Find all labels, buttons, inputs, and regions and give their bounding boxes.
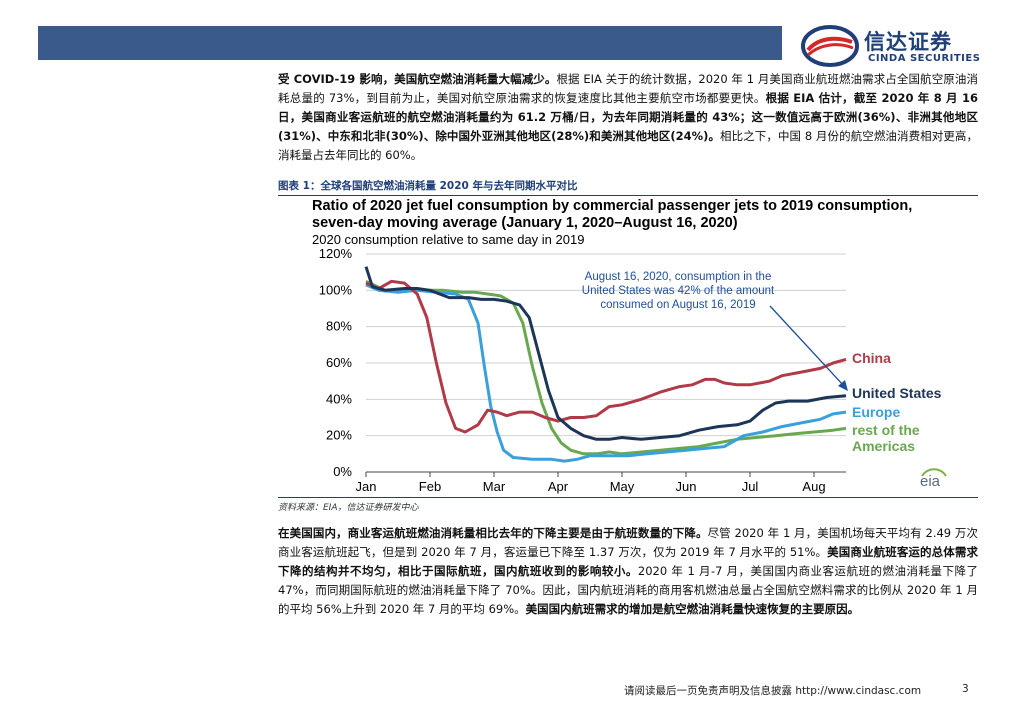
para1-sentence-3: 根据 EIA 估计，截至 2020 年 8 月 16 日，美国商业客运航班的航空… [278,91,978,143]
y-tick-label: 20% [326,428,352,443]
para2-sentence-5: 美国国内航班需求的增加是航空燃油消耗量快速恢复的主要原因。 [525,602,860,616]
y-tick-label: 120% [319,246,353,261]
paragraph-2: 在美国国内，商业客运航班燃油消耗量相比去年的下降主要是由于航班数量的下降。尽管 … [278,524,978,619]
para1-sentence-4: 相比之下，中国 8 月份的航空燃油消费相对更高，消耗量占去年同比的 60%。 [278,129,978,162]
eia-logo-text: eia [920,473,941,490]
eia-logo: eia [920,468,947,490]
figure-caption: 图表 1：全球各国航空燃油消耗量 2020 年与去年同期水平对比 [278,180,578,192]
figure-top-rule [278,195,978,196]
x-tick-label: Jan [356,479,377,494]
y-tick-label: 60% [326,355,352,370]
header-bar [38,26,782,60]
x-tick-label: Mar [483,479,506,494]
para2-sentence-3: 美国商业航班客运的总体需求下降的结构并不均匀，相比于国际航班，国内航班收到的影响… [278,545,978,578]
y-tick-label: 100% [319,282,353,297]
legend-label: China [852,350,891,366]
para2-sentence-2: 尽管 2020 年 1 月，美国机场每天平均有 2.49 万次商业客运航班起飞，… [278,526,978,559]
footer-disclaimer: 请阅读最后一页免责声明及信息披露 http://www.cindasc.com [624,685,922,697]
y-tick-label: 0% [333,464,352,479]
y-tick-label: 40% [326,391,352,406]
legend-label: rest of the Americas [852,422,920,454]
paragraph-1: 受 COVID-19 影响，美国航空燃油消耗量大幅减少。根据 EIA 关于的统计… [278,70,978,165]
annotation-arrowhead [838,380,848,391]
brand-name-en: CINDA SECURITIES [868,53,981,64]
series-lines [364,266,847,463]
x-tick-label: Jun [676,479,697,494]
x-tick-label: Feb [419,479,441,494]
legend-label: United States [852,385,942,401]
legend-labels: China United States Europe rest of the Ameri… [852,350,942,454]
legend-label: Europe [852,404,900,420]
series-line-united-states [364,266,847,441]
page-number: 3 [962,683,969,695]
para2-sentence-4: 2020 年 1 月-7 月，美国国内商业客运航班的燃油消耗量下降了 47%，而… [278,564,978,616]
chart-annotation: August 16, 2020, consumption in the Unite… [582,271,775,311]
series-line-china [365,279,847,434]
para1-sentence-2: 根据 EIA 关于的统计数据，2020 年 1 月美国商业航班燃油需求占全国航空… [278,72,978,105]
brand-emblem-icon [801,25,859,67]
x-tick-label: Apr [548,479,569,494]
figure-source: 资料来源：EIA，信达证券研发中心 [278,503,419,513]
para1-sentence-1: 受 COVID-19 影响，美国航空燃油消耗量大幅减少。 [278,72,557,86]
series-line-europe [365,283,847,463]
x-tick-label: May [610,479,635,494]
brand-logo: 信达证券 CINDA SECURITIES [800,24,990,68]
x-tick-label: Jul [742,479,759,494]
y-tick-label: 80% [326,319,352,334]
chart-subtitle: 2020 consumption relative to same day in… [312,232,585,247]
para2-sentence-1: 在美国国内，商业客运航班燃油消耗量相比去年的下降主要是由于航班数量的下降。 [278,526,708,540]
annotation-arrow [769,305,845,387]
figure-bottom-rule [278,497,978,498]
series-line-rest-of-the-americas [365,279,847,456]
chart-title: Ratio of 2020 jet fuel consumption by co… [312,198,913,231]
brand-name-cn: 信达证券 [864,30,952,54]
x-tick-label: Aug [802,479,825,494]
y-axis-ticks: 0% 20% 40% 60% 80% 100% 120% [319,246,353,479]
eia-logo-arc-icon [921,468,947,477]
line-chart: 0% 20% 40% 60% 80% 100% 120% Jan Feb Mar Apr May Ju… [319,246,947,494]
x-axis-ticks: Jan Feb Mar Apr May Jun Jul Aug [356,472,826,494]
